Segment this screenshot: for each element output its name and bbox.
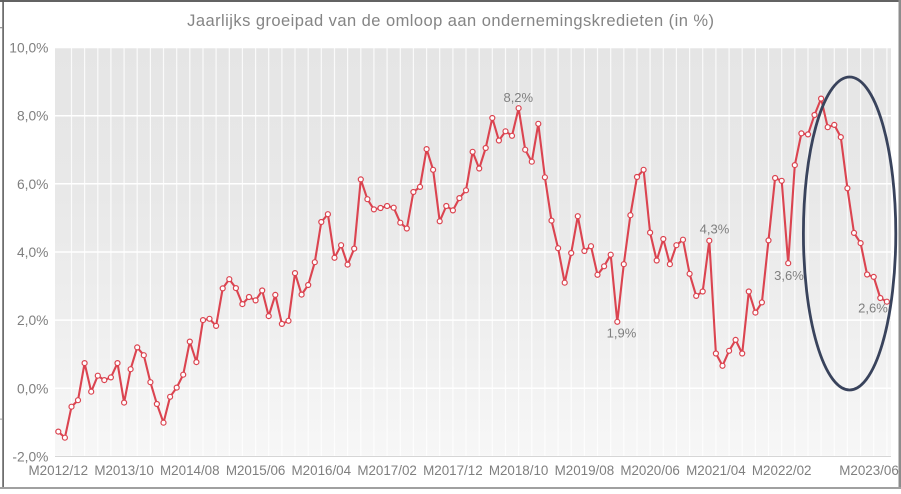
svg-text:8,0%: 8,0% <box>17 109 48 124</box>
svg-text:Jaarlijks groeipad van de omlo: Jaarlijks groeipad van de omloop aan ond… <box>187 12 714 30</box>
svg-text:M2020/06: M2020/06 <box>620 463 680 478</box>
svg-text:M2015/06: M2015/06 <box>226 463 286 478</box>
svg-text:M2016/04: M2016/04 <box>292 463 352 478</box>
svg-text:M2012/12: M2012/12 <box>29 463 89 478</box>
svg-text:6,0%: 6,0% <box>17 177 48 192</box>
svg-text:M2018/10: M2018/10 <box>489 463 549 478</box>
svg-text:M2017/12: M2017/12 <box>423 463 483 478</box>
svg-text:3,6%: 3,6% <box>774 268 804 283</box>
svg-text:M2019/08: M2019/08 <box>555 463 615 478</box>
svg-text:1,9%: 1,9% <box>607 326 637 341</box>
svg-text:M2023/06: M2023/06 <box>839 463 899 478</box>
svg-text:10,0%: 10,0% <box>9 41 48 56</box>
svg-text:M2021/04: M2021/04 <box>686 463 746 478</box>
svg-text:4,3%: 4,3% <box>700 222 730 237</box>
svg-text:0,0%: 0,0% <box>17 381 48 396</box>
svg-text:2,0%: 2,0% <box>17 313 48 328</box>
svg-text:2,6%: 2,6% <box>858 301 888 316</box>
svg-text:M2022/02: M2022/02 <box>752 463 812 478</box>
svg-text:M2014/08: M2014/08 <box>160 463 220 478</box>
svg-text:4,0%: 4,0% <box>17 245 48 260</box>
svg-text:8,2%: 8,2% <box>503 90 533 105</box>
svg-text:M2017/02: M2017/02 <box>357 463 417 478</box>
svg-text:M2013/10: M2013/10 <box>94 463 154 478</box>
